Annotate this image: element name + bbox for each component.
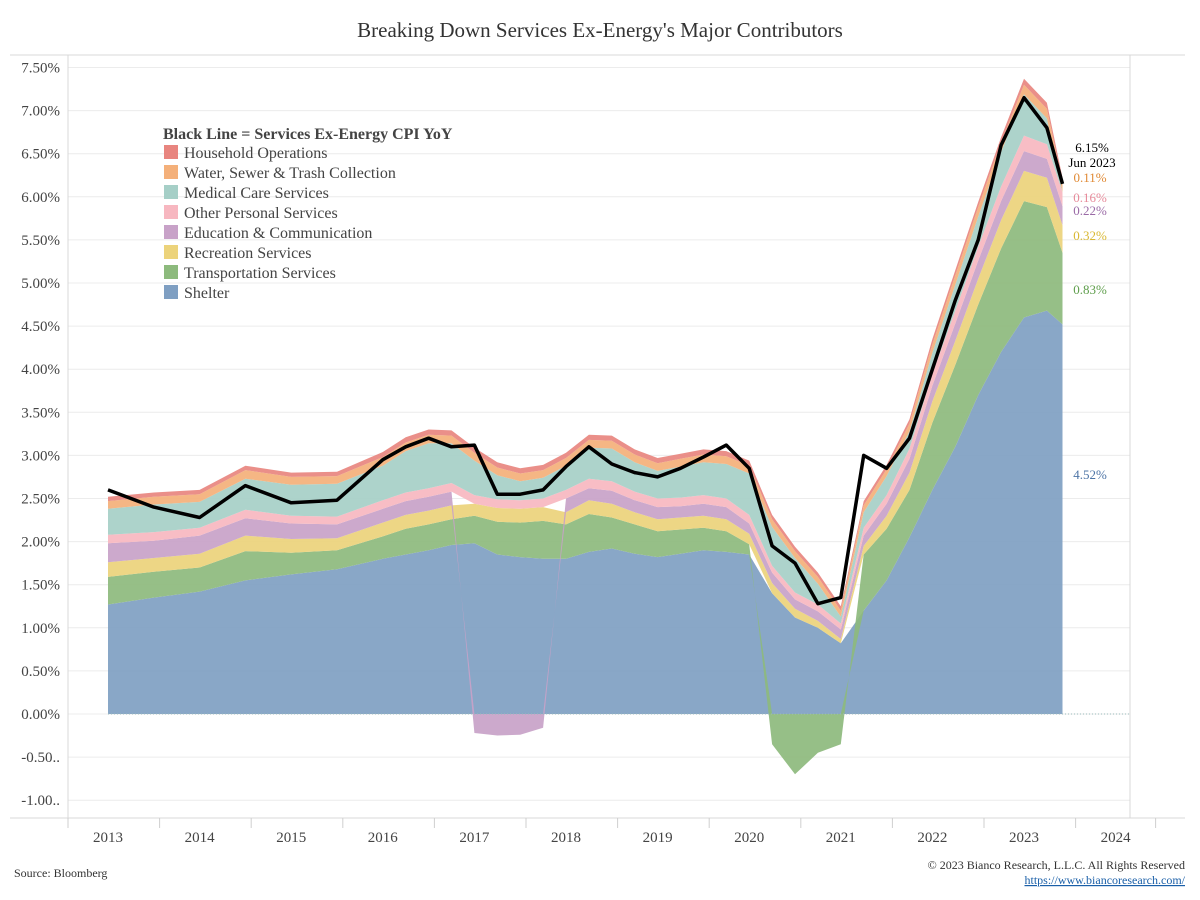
y-tick-label: 2.00%	[21, 535, 60, 551]
end-labels: 6.15% Jun 2023 4.52% 0.83% 0.32% 0.22%0.16%…	[1068, 140, 1115, 482]
end-date-label: Jun 2023	[1068, 155, 1115, 170]
legend: Black Line = Services Ex-Energy CPI YoY …	[163, 126, 453, 302]
legend-swatch	[164, 245, 178, 259]
y-tick-label: 7.50%	[21, 61, 60, 77]
y-tick-label: 4.50%	[21, 319, 60, 335]
y-tick-label: 2.50%	[21, 492, 60, 508]
y-tick-label: 5.50%	[21, 233, 60, 249]
end-label-other-personal-services: 0.16%	[1073, 190, 1107, 205]
y-tick-label: -0.50..	[21, 750, 60, 766]
legend-item: Medical Care Services	[184, 185, 329, 202]
y-tick-label: 6.50%	[21, 147, 60, 163]
y-tick-label: 0.00%	[21, 707, 60, 723]
x-tick-label: 2018	[551, 830, 581, 846]
x-tick-label: 2021	[826, 830, 856, 846]
legend-item: Recreation Services	[184, 245, 312, 262]
legend-item: Transportation Services	[184, 265, 336, 282]
services-ex-energy-line	[107, 95, 1065, 606]
legend-swatch	[164, 185, 178, 199]
website-link[interactable]: https://www.biancoresearch.com/	[1024, 873, 1185, 887]
x-tick-label: 2024	[1101, 830, 1132, 846]
source-note: Source: Bloomberg	[14, 866, 107, 880]
total-line	[107, 95, 1065, 606]
x-tick-label: 2017	[459, 830, 490, 846]
y-tick-label: 7.00%	[21, 104, 60, 120]
axes: 7.50% 7.00% 6.50% 6.00% 5.50% 5.00% 4.50% 4.00%…	[10, 54, 1185, 846]
legend-swatch	[164, 165, 178, 179]
y-tick-label: 3.00%	[21, 448, 60, 464]
y-tick-label: -1.00..	[21, 793, 60, 809]
legend-item: Education & Communication	[184, 225, 372, 242]
y-tick-label: 6.00%	[21, 190, 60, 206]
x-tick-label: 2014	[185, 830, 216, 846]
legend-item: Household Operations	[184, 145, 328, 162]
legend-item: Other Personal Services	[184, 205, 338, 222]
y-tick-label: 1.50%	[21, 578, 60, 594]
x-tick-label: 2020	[734, 830, 764, 846]
area-shelter	[108, 310, 1063, 714]
x-tick-label: 2013	[93, 830, 123, 846]
end-value-label: 6.15%	[1075, 140, 1109, 155]
legend-item: Water, Sewer & Trash Collection	[184, 165, 396, 182]
area-series	[108, 78, 1063, 775]
legend-swatch	[164, 225, 178, 239]
legend-swatch	[164, 285, 178, 299]
y-tick-label: 4.00%	[21, 362, 60, 378]
legend-swatch	[164, 265, 178, 279]
end-label-education-communication: 0.22%	[1073, 203, 1107, 218]
copyright-note: © 2023 Bianco Research, L.L.C. All Right…	[928, 858, 1185, 872]
chart-title: Breaking Down Services Ex-Energy's Major…	[357, 18, 843, 42]
x-tick-label: 2016	[368, 830, 399, 846]
x-tick-label: 2019	[643, 830, 673, 846]
legend-item: Shelter	[184, 285, 230, 302]
legend-swatch	[164, 205, 178, 219]
y-tick-label: 0.50%	[21, 664, 60, 680]
legend-swatch	[164, 145, 178, 159]
end-label-shelter: 4.52%	[1073, 467, 1107, 482]
y-tick-label: 3.50%	[21, 405, 60, 421]
x-tick-label: 2023	[1009, 830, 1039, 846]
x-tick-label: 2022	[917, 830, 947, 846]
y-tick-label: 5.00%	[21, 276, 60, 292]
legend-title: Black Line = Services Ex-Energy CPI YoY	[163, 126, 453, 143]
end-label-recreation-services: 0.32%	[1073, 228, 1107, 243]
y-tick-label: 1.00%	[21, 621, 60, 637]
end-label-transportation-services: 0.83%	[1073, 282, 1107, 297]
x-tick-label: 2015	[276, 830, 306, 846]
end-label-water-sewer-trash-collection: 0.11%	[1073, 170, 1106, 185]
